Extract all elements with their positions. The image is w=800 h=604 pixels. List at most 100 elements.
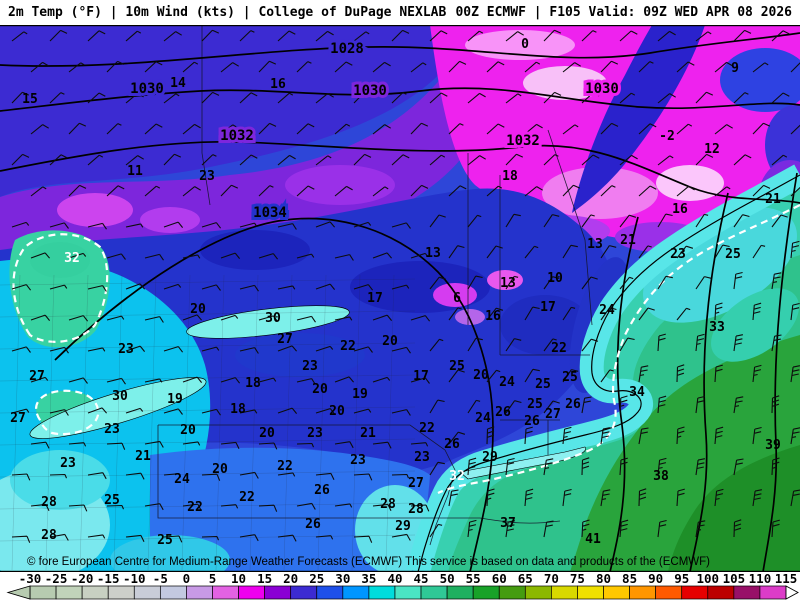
temp-label: 25 <box>562 370 578 385</box>
wind-barb <box>733 519 742 538</box>
wind-barb <box>30 503 50 511</box>
temp-label: 26 <box>314 483 330 498</box>
temp-label: 25 <box>157 533 173 548</box>
wind-barb <box>429 399 445 414</box>
county-line <box>317 274 327 571</box>
temp-label: 28 <box>408 502 424 517</box>
wind-barb <box>220 184 239 197</box>
wind-barb <box>277 223 297 230</box>
temp-label: 22 <box>277 459 293 474</box>
wind-barb <box>790 124 800 135</box>
colorbar-bin <box>681 585 709 600</box>
wind-barb <box>638 307 655 321</box>
wind-barb <box>714 488 724 507</box>
wind-barb <box>676 426 685 445</box>
wind-barb <box>600 185 616 197</box>
wind-barb <box>182 254 201 259</box>
weather-map: 15 14 16 11 23 0 9 -2 12 18 16 21 13 21 23 25 13 6 13 10 17 1… <box>0 25 800 572</box>
wind-barb <box>600 369 614 383</box>
wind-barb <box>562 124 579 135</box>
header-bar: 2m Temp (°F) | 10m Wind (kts) | College … <box>0 0 800 25</box>
temp-label: 38 <box>653 469 669 484</box>
colorbar-bin <box>420 585 448 600</box>
wind-barb <box>125 407 144 414</box>
wind-barb <box>752 426 762 445</box>
colorbar-tick-label: 80 <box>596 572 611 586</box>
temp-label: 24 <box>174 472 190 487</box>
wind-barb <box>277 472 296 477</box>
wind-barb <box>68 62 85 73</box>
wind-barb <box>125 283 146 290</box>
wind-barb <box>296 185 315 197</box>
wind-barb <box>410 442 429 447</box>
wind-barb <box>182 61 199 73</box>
county-line <box>0 470 416 478</box>
colorbar-tick-label: 55 <box>466 572 481 586</box>
wind-barb <box>296 123 315 135</box>
wind-barb <box>505 153 524 166</box>
wind-barb <box>410 252 429 259</box>
wind-barb <box>543 29 562 42</box>
wind-barb <box>695 395 705 414</box>
wind-barb <box>144 503 164 511</box>
wind-barb <box>467 214 482 228</box>
wind-barb <box>638 427 649 445</box>
wind-barb <box>258 504 278 512</box>
county-line <box>0 278 416 286</box>
wind-barb <box>277 345 298 352</box>
wind-barb <box>239 471 259 479</box>
temp-label: 20 <box>382 334 398 349</box>
temp-label: 27 <box>29 369 45 384</box>
colorbar-tick-label: -20 <box>71 572 94 586</box>
wind-barb <box>695 276 712 290</box>
wind-barb <box>49 346 69 354</box>
colorbar-tick-label: -5 <box>153 572 168 586</box>
colorbar-tick-label: 15 <box>257 572 272 586</box>
wind-barb <box>752 364 762 383</box>
wind-barb <box>619 92 636 104</box>
wind-barb <box>68 442 87 447</box>
wind-barb <box>581 338 599 352</box>
wind-barb <box>410 184 429 197</box>
wind-barb <box>239 409 258 414</box>
temp-label: 12 <box>704 142 720 157</box>
temp-label: 18 <box>245 376 261 391</box>
colorbar-bin <box>342 585 370 600</box>
wind-barb <box>87 154 104 166</box>
colorbar-tick-label: 95 <box>674 572 689 586</box>
temp-label: 13 <box>587 237 603 252</box>
colorbar-tick-label: 90 <box>648 572 663 586</box>
wind-barb <box>334 441 354 449</box>
colorbar-tick-label: 105 <box>723 572 746 586</box>
wind-barb <box>505 275 519 290</box>
temp-label: 23 <box>199 169 215 184</box>
isobar-label: 1032 <box>506 133 540 149</box>
wind-barb <box>277 407 298 414</box>
temp-label: 18 <box>502 169 518 184</box>
wind-barb <box>144 253 164 261</box>
colorbar-bin <box>107 585 135 600</box>
wind-barb <box>733 271 743 290</box>
colorbar-bin <box>29 585 57 600</box>
wind-barb <box>353 31 370 42</box>
wind-barb <box>391 473 410 479</box>
wind-barb <box>49 92 65 104</box>
temp-label: 23 <box>350 453 366 468</box>
colorbar-bin <box>629 585 657 600</box>
wind-barb <box>543 458 554 476</box>
wind-barb <box>467 275 483 290</box>
colorbar-tick-label: 45 <box>413 572 428 586</box>
wind-barb <box>581 457 590 476</box>
wind-barb <box>543 338 557 352</box>
temp-label: 27 <box>408 476 424 491</box>
colorbar-bin <box>707 585 735 600</box>
temp-label: 20 <box>212 462 228 477</box>
wind-barb <box>505 93 522 104</box>
colorbar-tick-label: 85 <box>622 572 637 586</box>
temp-label: 0 <box>521 37 529 52</box>
temp-label: 10 <box>547 271 563 286</box>
wind-barb <box>353 346 373 353</box>
temp-label: 21 <box>765 192 781 207</box>
wind-barb <box>201 284 221 291</box>
wind-barb <box>562 244 578 259</box>
